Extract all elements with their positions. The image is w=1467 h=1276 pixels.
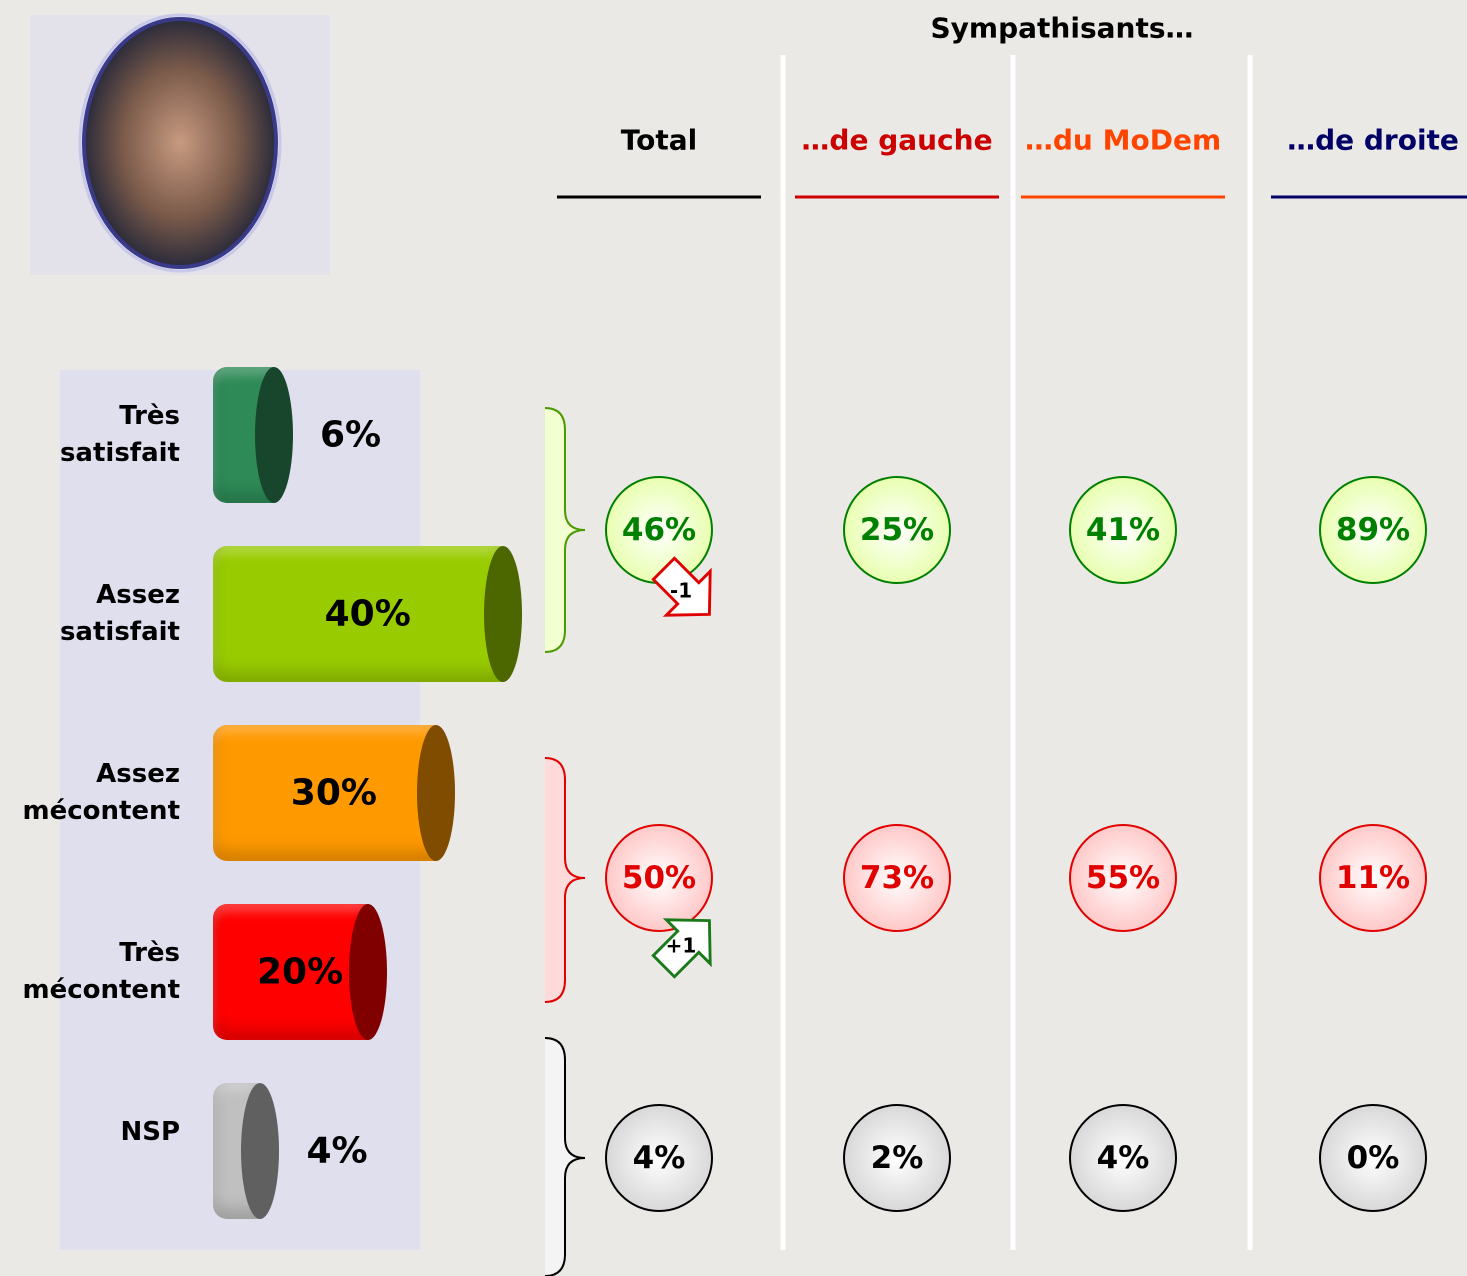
- portrait: [82, 17, 278, 269]
- value-circle: [1069, 824, 1177, 932]
- value-circle: [1069, 476, 1177, 584]
- change-label: -1: [670, 579, 692, 603]
- value-label: 4%: [1096, 1140, 1150, 1176]
- column-header: …du MoDem: [1024, 123, 1222, 157]
- value-label: 40%: [324, 593, 411, 635]
- bracket: [544, 757, 586, 1003]
- portrait-frame: [78, 13, 282, 273]
- category-label: Très satisfait: [59, 401, 180, 468]
- breakdown-title: Sympathisants…: [930, 11, 1194, 45]
- value-label: 2%: [870, 1140, 924, 1176]
- value-label: 6%: [319, 414, 382, 456]
- bar-cap: [241, 1083, 280, 1219]
- change-label: +1: [666, 934, 697, 958]
- value-label: 4%: [306, 1130, 368, 1172]
- value-label: 20%: [257, 951, 344, 993]
- value-label: 30%: [290, 772, 377, 814]
- value-circle: [1319, 476, 1427, 584]
- bar: [213, 904, 370, 1040]
- bar-cap: [254, 367, 293, 503]
- value-label: 0%: [1346, 1140, 1400, 1176]
- bar: [213, 546, 505, 682]
- bar-cap: [484, 546, 523, 682]
- bar: [213, 725, 437, 861]
- value-circle: [605, 824, 713, 932]
- change-arrow: [651, 918, 712, 979]
- change-arrow: [651, 556, 712, 617]
- value-label: 4%: [632, 1140, 686, 1176]
- value-label: 46%: [621, 512, 697, 548]
- value-circle: [605, 1104, 713, 1212]
- bracket: [544, 1037, 586, 1276]
- value-circle: [1319, 824, 1427, 932]
- value-circle: [843, 1104, 951, 1212]
- bracket: [544, 407, 586, 653]
- value-circle: [1319, 1104, 1427, 1212]
- category-label: NSP: [120, 1117, 180, 1147]
- category-label: Assez satisfait: [59, 580, 180, 647]
- value-circle: [1069, 1104, 1177, 1212]
- value-label: 73%: [859, 860, 935, 896]
- column-header: …de droite: [1287, 123, 1459, 157]
- value-label: 89%: [1335, 512, 1411, 548]
- value-label: 11%: [1335, 860, 1411, 896]
- category-label: Très mécontent: [22, 938, 180, 1005]
- value-label: 25%: [859, 512, 935, 548]
- value-circle: [843, 476, 951, 584]
- category-label: Assez mécontent: [22, 759, 180, 826]
- bar-cap: [416, 725, 455, 861]
- value-label: 50%: [621, 860, 697, 896]
- column-header: Total: [620, 123, 698, 157]
- value-circle: [843, 824, 951, 932]
- bar-cap: [349, 904, 388, 1040]
- value-label: 41%: [1085, 512, 1161, 548]
- column-header: …de gauche: [801, 123, 993, 157]
- value-label: 55%: [1085, 860, 1161, 896]
